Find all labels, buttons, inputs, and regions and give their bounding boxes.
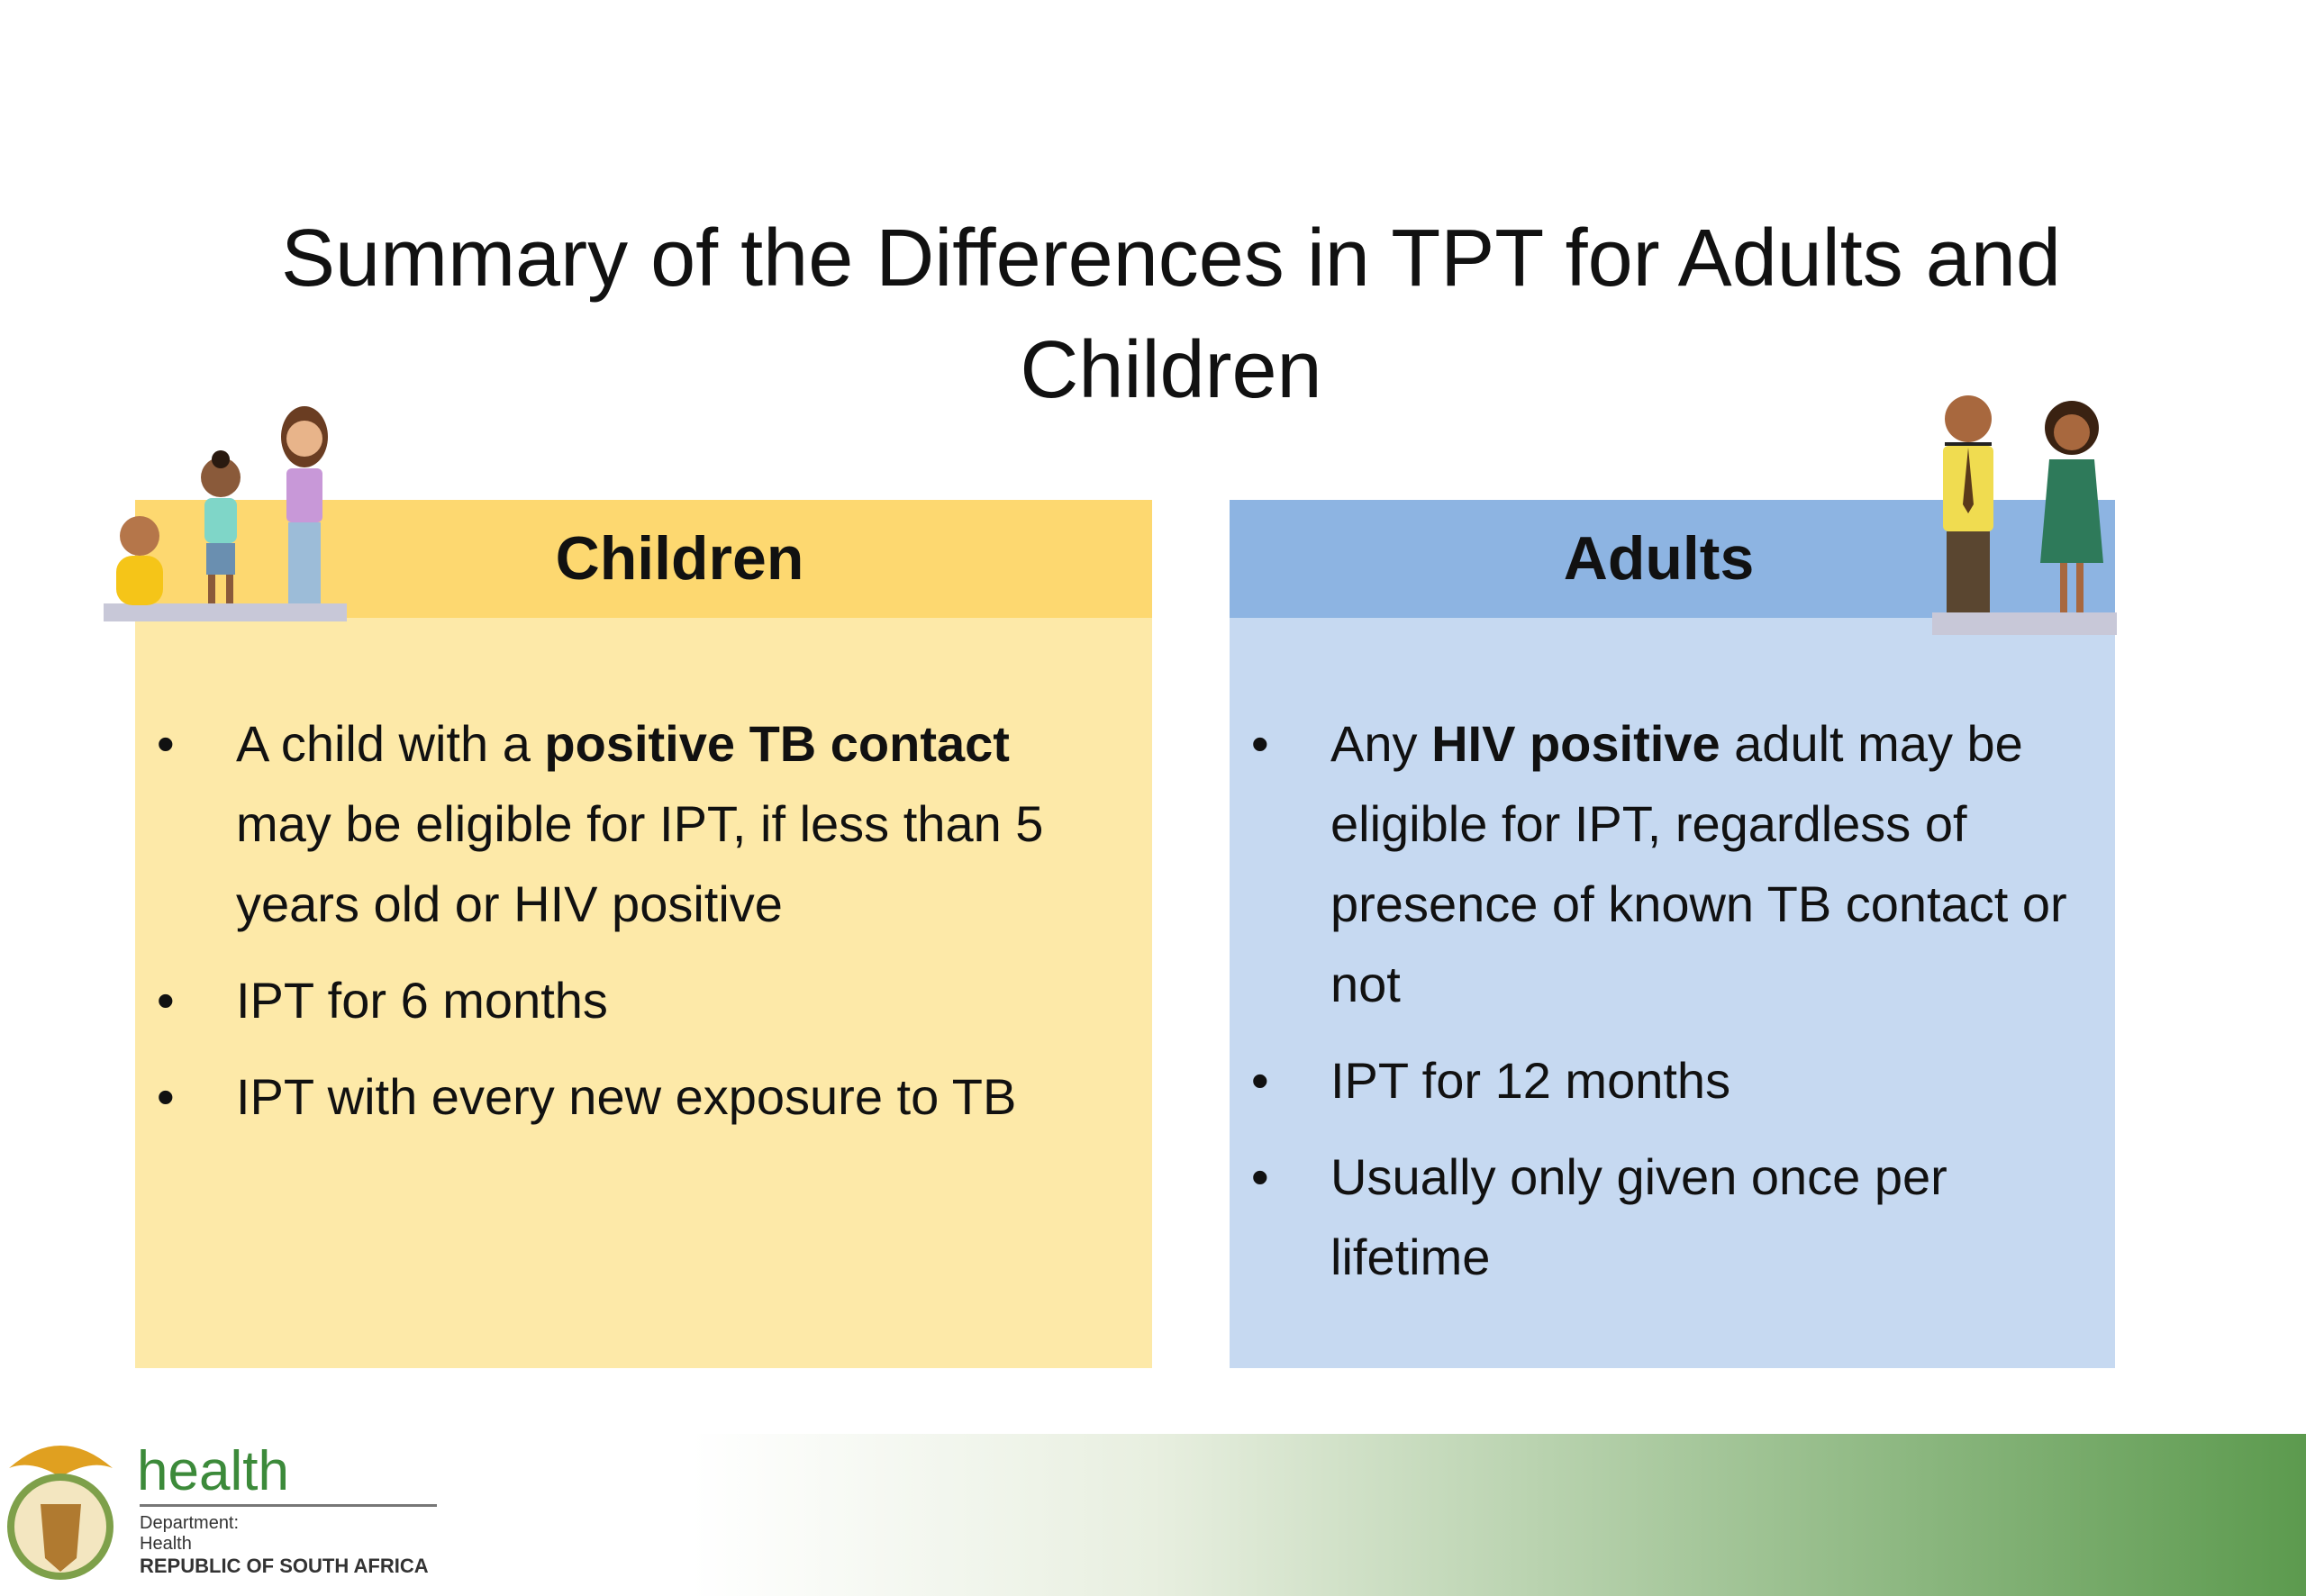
bullet-list: Any HIV positive adult may be eligible f… (1230, 618, 2115, 1297)
footer-line: REPUBLIC OF SOUTH AFRICA (140, 1555, 429, 1577)
children-illustration (104, 406, 347, 621)
brand-rule (140, 1504, 437, 1507)
bullet: IPT with every new exposure to TB (157, 1056, 1116, 1137)
brand-name: health (137, 1440, 289, 1502)
coat-of-arms (7, 1446, 113, 1580)
children-panel: Children A child with a positive TB cont… (135, 500, 1152, 1368)
text: IPT for 6 months (236, 972, 608, 1029)
bullet: Any HIV positive adult may be eligible f… (1251, 703, 2079, 1024)
bullet: IPT for 6 months (157, 960, 1116, 1040)
bold-text: positive TB contact (544, 715, 1010, 772)
text: adult may be eligible for IPT, regardles… (1330, 715, 2067, 1012)
bullet-list: A child with a positive TB contact may b… (135, 618, 1152, 1137)
text: IPT with every new exposure to TB (236, 1068, 1017, 1125)
bullet: Usually only given once per lifetime (1251, 1137, 2079, 1297)
footer-line: Department: (140, 1513, 240, 1533)
text: IPT for 12 months (1330, 1052, 1731, 1109)
text: Usually only given once per lifetime (1330, 1148, 1947, 1285)
text: A child with a (236, 715, 545, 772)
footer-band (0, 1434, 2306, 1596)
adults-illustration (1932, 395, 2117, 635)
slide-title: Summary of the Differences in TPT for Ad… (281, 213, 2061, 415)
bullet: A child with a positive TB contact may b… (157, 703, 1116, 944)
bold-text: HIV positive (1431, 715, 1720, 772)
text: Any (1330, 715, 1432, 772)
footer-line: Health (140, 1534, 192, 1554)
bullet: IPT for 12 months (1251, 1040, 2079, 1120)
text: may be eligible for IPT, if less than 5 … (236, 795, 1044, 932)
